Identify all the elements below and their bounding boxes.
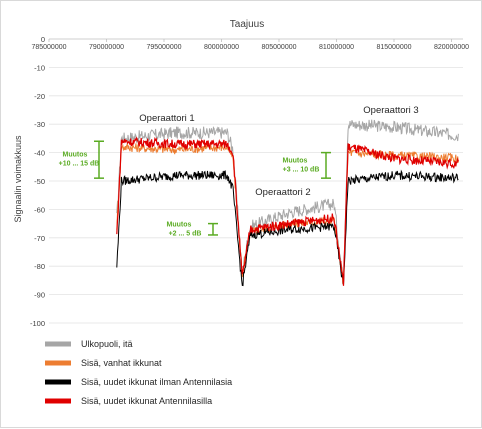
legend-entry: Sisä, uudet ikkunat Antennilasilla (81, 396, 212, 406)
y-tick-label: -70 (34, 234, 45, 243)
legend-entry: Sisä, uudet ikkunat ilman Antennilasia (81, 377, 232, 387)
x-tick-label: 795000000 (146, 44, 181, 51)
gridlines (48, 38, 463, 324)
operator-label: Operaattori 3 (363, 105, 418, 116)
y-tick-label: -20 (34, 92, 45, 101)
x-tick-label: 800000000 (204, 44, 239, 51)
y-tick-label: -60 (34, 205, 45, 214)
x-tick-label: 810000000 (319, 44, 354, 51)
legend-entry: Ulkopuoli, itä (81, 339, 133, 349)
y-axis-label: Signaalin voimakkuus (13, 135, 23, 223)
x-tick-labels: 785000000 790000000 795000000 800000000 8050… (31, 44, 469, 51)
bracket-label-range: +3 ... 10 dB (283, 166, 320, 173)
annotations: Operaattori 1 Operaattori 2 Operaattori 3 (139, 105, 418, 198)
y-tick-label: -100 (30, 319, 45, 328)
change-brackets: Muutos +10 ... 15 dB Muutos +2 ... 5 dB Muut… (59, 140, 331, 237)
x-tick-label: 790000000 (89, 44, 124, 51)
legend: Ulkopuoli, itä Sisä, vanhat ikkunat Sisä, … (45, 339, 232, 406)
y-tick-label: -90 (34, 291, 45, 300)
bracket-label-title: Muutos (167, 221, 192, 228)
x-tick-label: 820000000 (434, 44, 469, 51)
series-line-0 (116, 119, 459, 285)
x-tick-label: 815000000 (376, 44, 411, 51)
chart-title: Taajuus (230, 19, 264, 30)
y-tick-label: -40 (34, 149, 45, 158)
x-tick-label: 805000000 (261, 44, 296, 51)
bracket-label-range: +2 ... 5 dB (169, 230, 202, 237)
series-line-1 (116, 142, 459, 284)
y-tick-label: -10 (34, 63, 45, 72)
bracket-label-range: +10 ... 15 dB (59, 161, 100, 168)
x-tick-label: 785000000 (31, 44, 66, 51)
bracket-label-title: Muutos (63, 152, 88, 159)
series-line-2 (116, 169, 459, 287)
series-lines (116, 119, 459, 287)
y-tick-label: -30 (34, 120, 45, 129)
y-tick-label: -50 (34, 177, 45, 186)
y-tick-labels: 0 -10 -20 -30 -40 -50 -60 -70 -80 -90 -100 (30, 35, 45, 328)
operator-label: Operaattori 1 (139, 113, 194, 124)
bracket-label-title: Muutos (283, 157, 308, 164)
y-tick-label: -80 (34, 262, 45, 271)
operator-label: Operaattori 2 (255, 187, 310, 198)
series-line-3 (116, 136, 459, 286)
legend-entry: Sisä, vanhat ikkunat (81, 358, 162, 368)
y-tick-label: 0 (41, 35, 45, 44)
